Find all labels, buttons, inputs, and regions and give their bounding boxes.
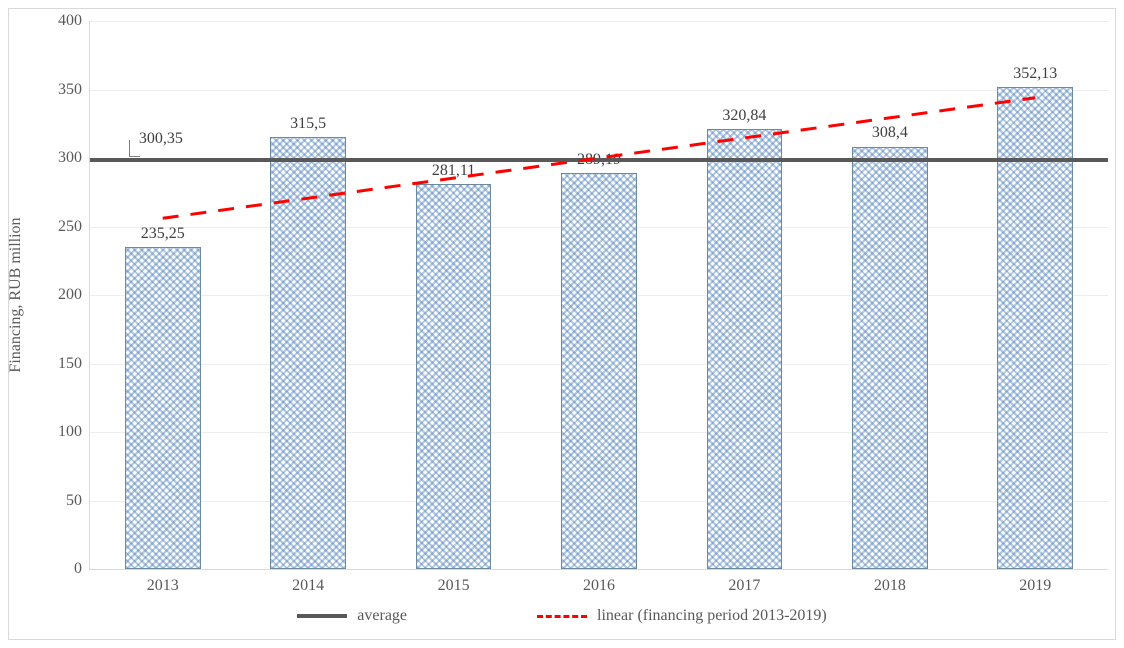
y-tick-label: 50 — [66, 492, 90, 510]
average-line — [90, 158, 1108, 162]
plot-area: 050100150200250300350400235,252013315,52… — [89, 21, 1108, 570]
y-tick-label: 200 — [58, 286, 90, 304]
bar-value-label: 352,13 — [1013, 65, 1057, 87]
x-tick-label: 2014 — [292, 569, 324, 595]
y-tick-label: 150 — [58, 355, 90, 373]
gridline — [90, 21, 1108, 22]
average-line-leader — [129, 140, 140, 157]
bar-value-label: 289,19 — [577, 151, 621, 173]
bar — [270, 137, 346, 569]
x-tick-label: 2016 — [583, 569, 615, 595]
bar-value-label: 235,25 — [141, 225, 185, 247]
legend-swatch — [297, 614, 347, 618]
y-tick-label: 400 — [58, 12, 90, 30]
legend-label: linear (financing period 2013-2019) — [597, 607, 827, 625]
bar — [852, 147, 928, 570]
average-line-label: 300,35 — [139, 130, 183, 150]
bar — [416, 184, 492, 569]
y-tick-label: 250 — [58, 218, 90, 236]
y-tick-label: 350 — [58, 81, 90, 99]
x-tick-label: 2017 — [728, 569, 760, 595]
y-tick-label: 0 — [74, 560, 90, 578]
legend-item-linear: linear (financing period 2013-2019) — [537, 607, 827, 625]
bar-value-label: 281,11 — [432, 162, 475, 184]
bar — [707, 129, 783, 569]
chart-frame: 0 50 100 150 200 250 300 350 400 235,25 2013 315,5 2… — [8, 8, 1116, 640]
bar-value-label: 315,5 — [290, 115, 326, 137]
y-tick-label: 100 — [58, 423, 90, 441]
x-tick-label: 2019 — [1019, 569, 1051, 595]
legend: average linear (financing period 2013-201… — [9, 607, 1115, 625]
gridline — [90, 90, 1108, 91]
legend-item-average: average — [297, 607, 407, 625]
bar-value-label: 308,4 — [872, 124, 908, 146]
x-tick-label: 2018 — [874, 569, 906, 595]
bar — [561, 173, 637, 569]
legend-swatch — [537, 615, 587, 618]
bar-value-label: 320,84 — [722, 107, 766, 129]
legend-label: average — [357, 607, 407, 625]
x-tick-label: 2013 — [147, 569, 179, 595]
y-axis-title: Financing, RUB million — [7, 217, 25, 372]
bar — [125, 247, 201, 569]
x-tick-label: 2015 — [438, 569, 470, 595]
y-tick-label: 300 — [58, 149, 90, 167]
